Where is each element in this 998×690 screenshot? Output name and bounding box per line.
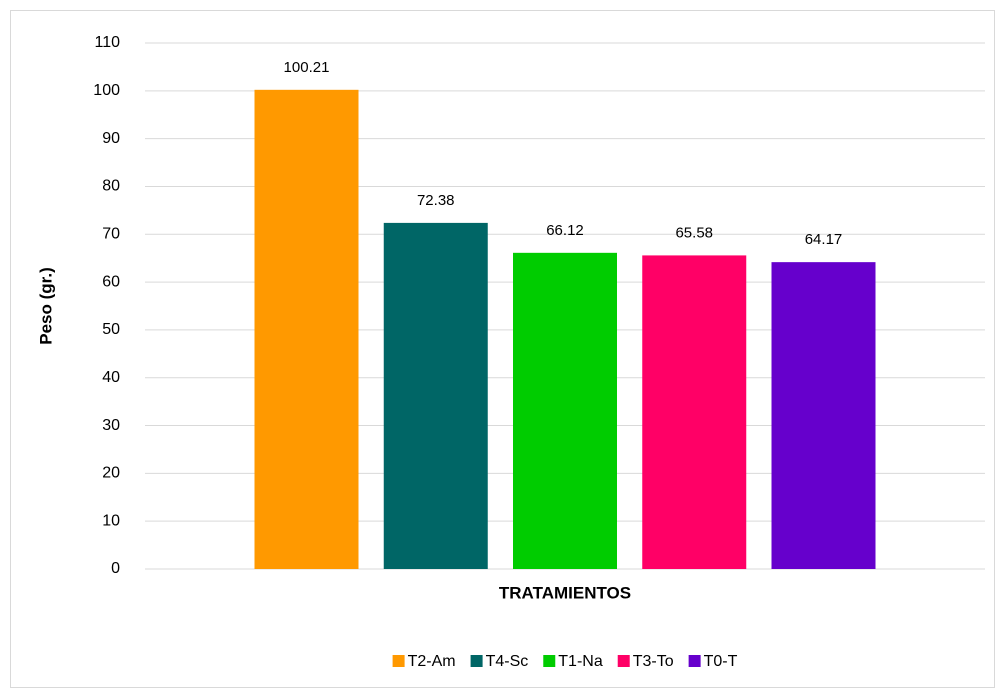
bar [254,89,359,570]
y-tick-label: 30 [102,417,120,434]
y-tick-label: 40 [102,369,120,386]
data-label: 66.12 [546,222,584,239]
legend-label: T2-Am [408,653,456,670]
y-tick-label: 0 [111,560,120,577]
y-tick-label: 60 [102,273,120,290]
bar [771,262,876,569]
y-tick-label: 10 [102,512,120,529]
y-tick-label: 50 [102,321,120,338]
y-tick-label: 20 [102,465,120,482]
legend-swatch [617,655,630,667]
data-label: 65.58 [675,224,713,241]
bar [642,255,747,569]
legend-swatch [392,655,405,667]
legend-swatch [543,655,556,667]
y-tick-label: 110 [94,34,120,51]
data-label: 72.38 [417,192,455,209]
legend-label: T3-To [633,653,674,670]
bar [513,252,617,570]
y-axis-title: Peso (gr.) [36,267,55,344]
y-tick-label: 70 [102,225,120,242]
legend-swatch [470,655,483,667]
legend-swatch [688,655,701,667]
x-axis-title: TRATAMIENTOS [499,583,631,602]
legend-label: T0-T [704,653,738,670]
data-label: 100.21 [284,59,330,76]
y-tick-label: 80 [102,178,120,195]
y-tick-label: 90 [102,130,120,147]
bar [383,222,488,569]
legend-label: T1-Na [558,653,603,670]
y-tick-label: 100 [93,82,120,99]
legend-label: T4-Sc [486,653,529,670]
data-label: 64.17 [805,231,843,248]
